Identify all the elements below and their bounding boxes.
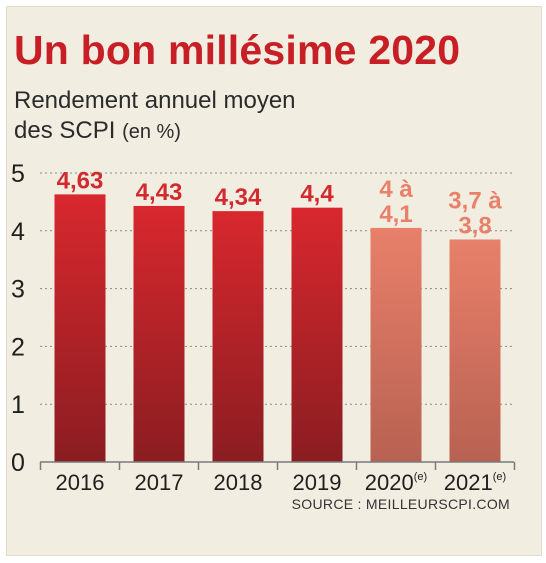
x-tick-label: 2017 bbox=[135, 470, 184, 495]
subtitle-unit: (en %) bbox=[122, 121, 181, 143]
data-label: 4,43 bbox=[136, 179, 183, 206]
subtitle-line-1: Rendement annuel moyen bbox=[14, 87, 296, 114]
y-tick-label: 4 bbox=[11, 218, 25, 246]
source-note: SOURCE : MEILLEURSCPI.COM bbox=[291, 496, 510, 512]
y-tick-label: 2 bbox=[11, 333, 25, 361]
bar bbox=[449, 239, 501, 462]
x-tick-label: 2021(e) bbox=[444, 470, 506, 495]
y-tick-label: 5 bbox=[11, 160, 25, 188]
data-label: 4,4 bbox=[300, 181, 334, 208]
y-tick-label: 1 bbox=[11, 391, 25, 419]
data-label: 3,7 à 3,8 bbox=[448, 187, 502, 239]
x-tick-label: 2018 bbox=[214, 470, 263, 495]
bar bbox=[212, 211, 264, 462]
chart-subtitle: Rendement annuel moyen des SCPI (en %) bbox=[14, 86, 296, 147]
y-tick-label: 3 bbox=[11, 276, 25, 304]
y-tick-label: 0 bbox=[11, 449, 25, 477]
bar bbox=[54, 194, 106, 463]
bar bbox=[291, 207, 343, 462]
chart-title: Un bon millésime 2020 bbox=[14, 27, 461, 73]
x-tick-label: 2020(e) bbox=[365, 470, 427, 495]
data-label: 4 à 4,1 bbox=[379, 176, 413, 228]
subtitle-line-2: des SCPI bbox=[14, 117, 116, 144]
bar bbox=[370, 227, 422, 462]
x-tick-label: 2019 bbox=[293, 470, 342, 495]
data-label: 4,34 bbox=[215, 184, 262, 211]
bar bbox=[133, 205, 185, 463]
x-tick-label: 2016 bbox=[56, 470, 105, 495]
data-label: 4,63 bbox=[57, 167, 104, 194]
